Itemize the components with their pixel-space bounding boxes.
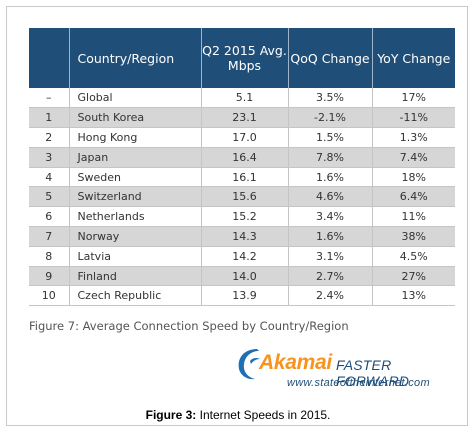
- speed-cell: 14.3: [200, 226, 288, 247]
- speed-cell: 14.2: [200, 246, 288, 267]
- yoy-cell: 1.3%: [371, 127, 455, 148]
- table-row: 3 Japan 16.4 7.8% 7.4%: [29, 147, 455, 168]
- rank-cell: 7: [29, 226, 69, 247]
- rank-cell: 2: [29, 127, 69, 148]
- brand-name: Akamai: [259, 351, 332, 374]
- yoy-cell: 13%: [371, 285, 455, 307]
- yoy-header: YoY Change: [371, 28, 455, 88]
- yoy-cell: 17%: [371, 88, 455, 109]
- yoy-cell: 27%: [371, 266, 455, 287]
- table-header-row: Country/Region Q2 2015 Avg. Mbps QoQ Cha…: [29, 28, 455, 88]
- country-cell: Sweden: [68, 167, 201, 188]
- akamai-swoosh-icon: [238, 349, 260, 380]
- table-row: 8 Latvia 14.2 3.1% 4.5%: [29, 246, 455, 267]
- country-cell: Japan: [68, 147, 201, 168]
- rank-cell: 9: [29, 266, 69, 287]
- speed-cell: 5.1: [200, 88, 288, 109]
- rank-cell: 10: [29, 285, 69, 307]
- qoq-cell: 2.7%: [287, 266, 372, 287]
- qoq-cell: 3.4%: [287, 206, 372, 228]
- speed-cell: 23.1: [200, 107, 288, 129]
- country-cell: Global: [68, 88, 201, 109]
- table-row: 7 Norway 14.3 1.6% 38%: [29, 226, 455, 247]
- qoq-cell: 1.6%: [287, 167, 372, 188]
- speed-cell: 17.0: [200, 127, 288, 148]
- table-row: – Global 5.1 3.5% 17%: [29, 88, 455, 109]
- figure-title-label: Figure 3:: [145, 408, 197, 422]
- akamai-logo: Akamai FASTER FORWARD www.stateoftheinte…: [235, 345, 465, 393]
- qoq-cell: 2.4%: [287, 285, 372, 307]
- table-row: 6 Netherlands 15.2 3.4% 11%: [29, 206, 455, 228]
- speed-header: Q2 2015 Avg. Mbps: [200, 28, 288, 88]
- rank-cell: 6: [29, 206, 69, 228]
- speed-cell: 16.1: [200, 167, 288, 188]
- figure-frame: Country/Region Q2 2015 Avg. Mbps QoQ Cha…: [6, 6, 468, 426]
- rank-cell: 3: [29, 147, 69, 168]
- figure-title: Figure 3: Internet Speeds in 2015.: [7, 408, 469, 422]
- country-cell: South Korea: [68, 107, 201, 129]
- rank-cell: –: [29, 88, 69, 109]
- qoq-cell: 3.1%: [287, 246, 372, 267]
- qoq-cell: 1.5%: [287, 127, 372, 148]
- speed-cell: 14.0: [200, 266, 288, 287]
- figure-caption: Figure 7: Average Connection Speed by Co…: [29, 319, 349, 333]
- hatched-corner-cell: [29, 28, 69, 88]
- yoy-cell: -11%: [371, 107, 455, 129]
- country-cell: Hong Kong: [68, 127, 201, 148]
- speed-cell: 13.9: [200, 285, 288, 307]
- speed-table: Country/Region Q2 2015 Avg. Mbps QoQ Cha…: [29, 28, 455, 307]
- brand-url: www.stateoftheinternet.com: [287, 377, 430, 389]
- table-row: 9 Finland 14.0 2.7% 27%: [29, 266, 455, 287]
- country-cell: Latvia: [68, 246, 201, 267]
- country-cell: Switzerland: [68, 186, 201, 208]
- country-cell: Finland: [68, 266, 201, 287]
- qoq-cell: 1.6%: [287, 226, 372, 247]
- speed-cell: 16.4: [200, 147, 288, 168]
- table-row: 5 Switzerland 15.6 4.6% 6.4%: [29, 186, 455, 208]
- country-cell: Netherlands: [68, 206, 201, 228]
- yoy-cell: 38%: [371, 226, 455, 247]
- rank-cell: 1: [29, 107, 69, 129]
- yoy-cell: 11%: [371, 206, 455, 228]
- qoq-cell: -2.1%: [287, 107, 372, 129]
- speed-cell: 15.6: [200, 186, 288, 208]
- figure-title-text: Internet Speeds in 2015.: [196, 408, 331, 422]
- table-body: – Global 5.1 3.5% 17% 1 South Korea 23.1 -2.1% -1…: [29, 88, 455, 307]
- country-cell: Czech Republic: [68, 285, 201, 307]
- yoy-cell: 6.4%: [371, 186, 455, 208]
- yoy-cell: 18%: [371, 167, 455, 188]
- table-row: 2 Hong Kong 17.0 1.5% 1.3%: [29, 127, 455, 148]
- qoq-cell: 7.8%: [287, 147, 372, 168]
- yoy-cell: 4.5%: [371, 246, 455, 267]
- brand-tagline: FASTER FORWARD: [336, 357, 410, 389]
- table-row: 1 South Korea 23.1 -2.1% -11%: [29, 107, 455, 129]
- qoq-header: QoQ Change: [287, 28, 372, 88]
- table-row: 10 Czech Republic 13.9 2.4% 13%: [29, 285, 455, 307]
- country-cell: Norway: [68, 226, 201, 247]
- rank-cell: 8: [29, 246, 69, 267]
- qoq-cell: 3.5%: [287, 88, 372, 109]
- qoq-cell: 4.6%: [287, 186, 372, 208]
- rank-cell: 4: [29, 167, 69, 188]
- speed-cell: 15.2: [200, 206, 288, 228]
- country-header: Country/Region: [68, 28, 201, 88]
- table-row: 4 Sweden 16.1 1.6% 18%: [29, 167, 455, 188]
- yoy-cell: 7.4%: [371, 147, 455, 168]
- rank-cell: 5: [29, 186, 69, 208]
